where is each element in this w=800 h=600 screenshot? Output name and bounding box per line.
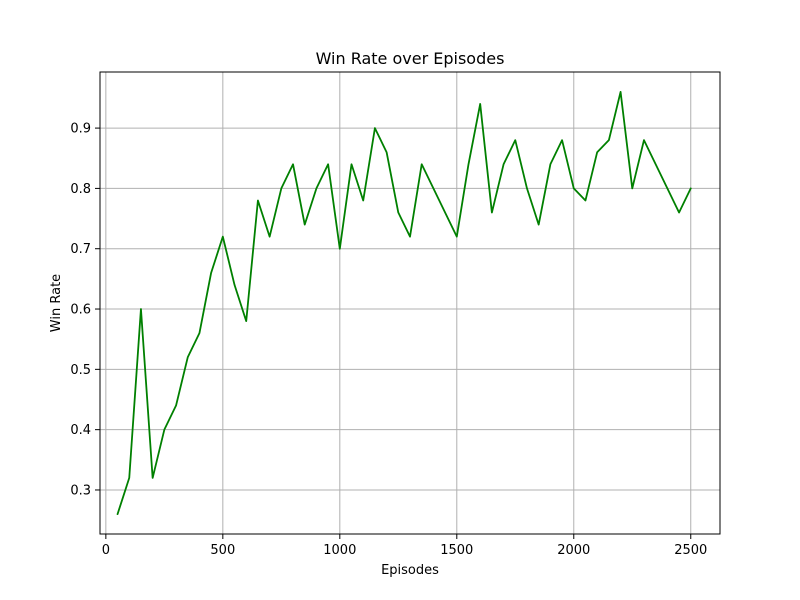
x-tick-label: 2000 bbox=[557, 543, 590, 558]
x-tick-label: 500 bbox=[210, 543, 235, 558]
x-tick-label: 2500 bbox=[674, 543, 707, 558]
x-tick-label: 1500 bbox=[440, 543, 473, 558]
y-tick-label: 0.9 bbox=[70, 122, 91, 137]
y-tick-label: 0.3 bbox=[70, 483, 91, 498]
y-tick-label: 0.6 bbox=[70, 303, 91, 318]
y-tick-label: 0.5 bbox=[70, 363, 91, 378]
y-tick-label: 0.8 bbox=[70, 182, 91, 197]
x-axis-label: Episodes bbox=[381, 563, 439, 578]
y-axis-label: Win Rate bbox=[49, 274, 64, 332]
plot-frame bbox=[99, 71, 721, 535]
x-tick-label: 1000 bbox=[323, 543, 356, 558]
y-tick-label: 0.7 bbox=[70, 242, 91, 257]
y-tick-label: 0.4 bbox=[70, 423, 91, 438]
win-rate-line bbox=[116, 91, 692, 515]
x-axis-ticks: 0 500 1000 1500 2000 2500 bbox=[102, 534, 707, 558]
grid-lines bbox=[100, 72, 720, 534]
series-layer bbox=[116, 91, 692, 515]
x-tick-label: 0 bbox=[102, 543, 110, 558]
y-axis-ticks: 0.3 0.4 0.5 0.6 0.7 0.8 0.9 bbox=[70, 122, 100, 498]
chart-title: Win Rate over Episodes bbox=[316, 49, 505, 68]
